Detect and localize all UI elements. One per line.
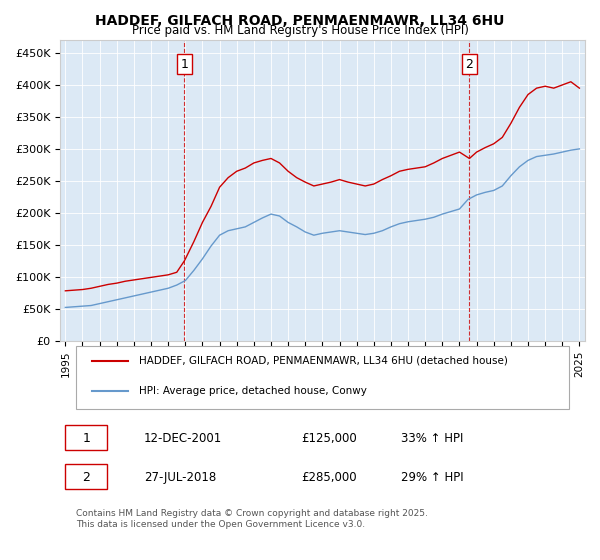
Text: HPI: Average price, detached house, Conwy: HPI: Average price, detached house, Conw…: [139, 386, 367, 396]
FancyBboxPatch shape: [65, 424, 107, 450]
Text: 12-DEC-2001: 12-DEC-2001: [144, 432, 223, 445]
FancyBboxPatch shape: [76, 346, 569, 409]
Text: £285,000: £285,000: [301, 471, 357, 484]
Text: 2: 2: [83, 471, 91, 484]
Text: Contains HM Land Registry data © Crown copyright and database right 2025.
This d: Contains HM Land Registry data © Crown c…: [76, 509, 428, 529]
Text: 29% ↑ HPI: 29% ↑ HPI: [401, 471, 464, 484]
Text: 1: 1: [181, 58, 188, 71]
Text: 27-JUL-2018: 27-JUL-2018: [144, 471, 217, 484]
Text: HADDEF, GILFACH ROAD, PENMAENMAWR, LL34 6HU: HADDEF, GILFACH ROAD, PENMAENMAWR, LL34 …: [95, 14, 505, 28]
FancyBboxPatch shape: [65, 464, 107, 489]
Text: Price paid vs. HM Land Registry's House Price Index (HPI): Price paid vs. HM Land Registry's House …: [131, 24, 469, 36]
Text: HADDEF, GILFACH ROAD, PENMAENMAWR, LL34 6HU (detached house): HADDEF, GILFACH ROAD, PENMAENMAWR, LL34 …: [139, 356, 508, 366]
Text: 2: 2: [466, 58, 473, 71]
Text: £125,000: £125,000: [301, 432, 357, 445]
Text: 1: 1: [83, 432, 91, 445]
Text: 33% ↑ HPI: 33% ↑ HPI: [401, 432, 463, 445]
